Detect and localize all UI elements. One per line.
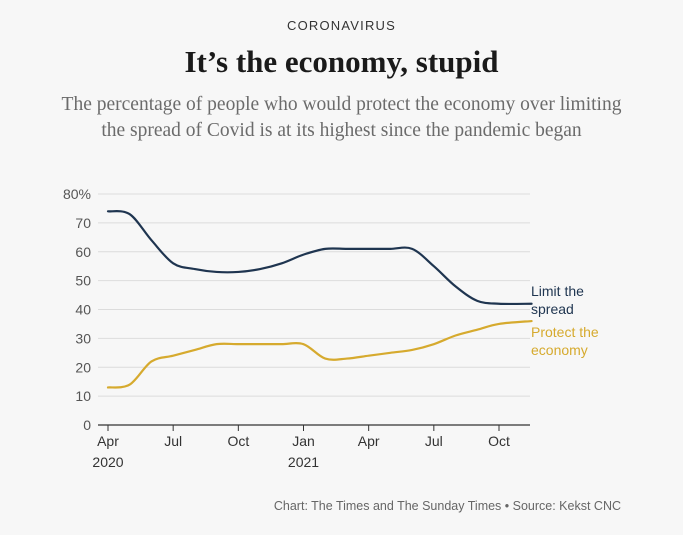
y-tick-label: 0 (83, 417, 91, 433)
x-tick-label: Jul (164, 433, 182, 449)
series-label: Protect the (531, 324, 599, 340)
x-tick-label: Oct (227, 433, 249, 449)
x-tick-label: Jul (425, 433, 443, 449)
y-axis: 0 10 20 30 40 50 60 70 80% (63, 186, 91, 433)
y-tick-label: 70 (75, 215, 91, 231)
x-tick-label: Jan (292, 433, 315, 449)
series-label: economy (531, 342, 588, 358)
series-line (106, 210, 533, 306)
gridlines (98, 193, 530, 397)
y-tick-label: 20 (75, 359, 91, 375)
x-tick-sublabel: 2021 (288, 454, 319, 470)
y-tick-label: 30 (75, 330, 91, 346)
x-tick-label: Oct (488, 433, 510, 449)
y-tick-label: 60 (75, 244, 91, 260)
x-tick-label: Apr (97, 433, 119, 449)
series-label: spread (531, 301, 574, 317)
x-tick-label: Apr (358, 433, 380, 449)
x-tick-sublabel: 2020 (92, 454, 123, 470)
y-tick-label: 80% (63, 186, 91, 202)
chart-title: It’s the economy, stupid (184, 44, 499, 79)
y-tick-label: 10 (75, 388, 91, 404)
series-label: Limit the (531, 283, 584, 299)
y-tick-label: 50 (75, 273, 91, 289)
series-labels: Limit the spread Protect the economy (531, 283, 599, 358)
chart-subtitle: The percentage of people who would prote… (61, 94, 622, 141)
series-lines (106, 210, 533, 389)
y-tick-label: 40 (75, 302, 91, 318)
series-line (106, 319, 533, 389)
chart-source: Chart: The Times and The Sunday Times • … (273, 499, 621, 513)
x-axis: Apr 2020 Jul Oct Jan 2021 Apr Jul Oct (92, 424, 530, 470)
kicker: CORONAVIRUS (286, 18, 397, 33)
